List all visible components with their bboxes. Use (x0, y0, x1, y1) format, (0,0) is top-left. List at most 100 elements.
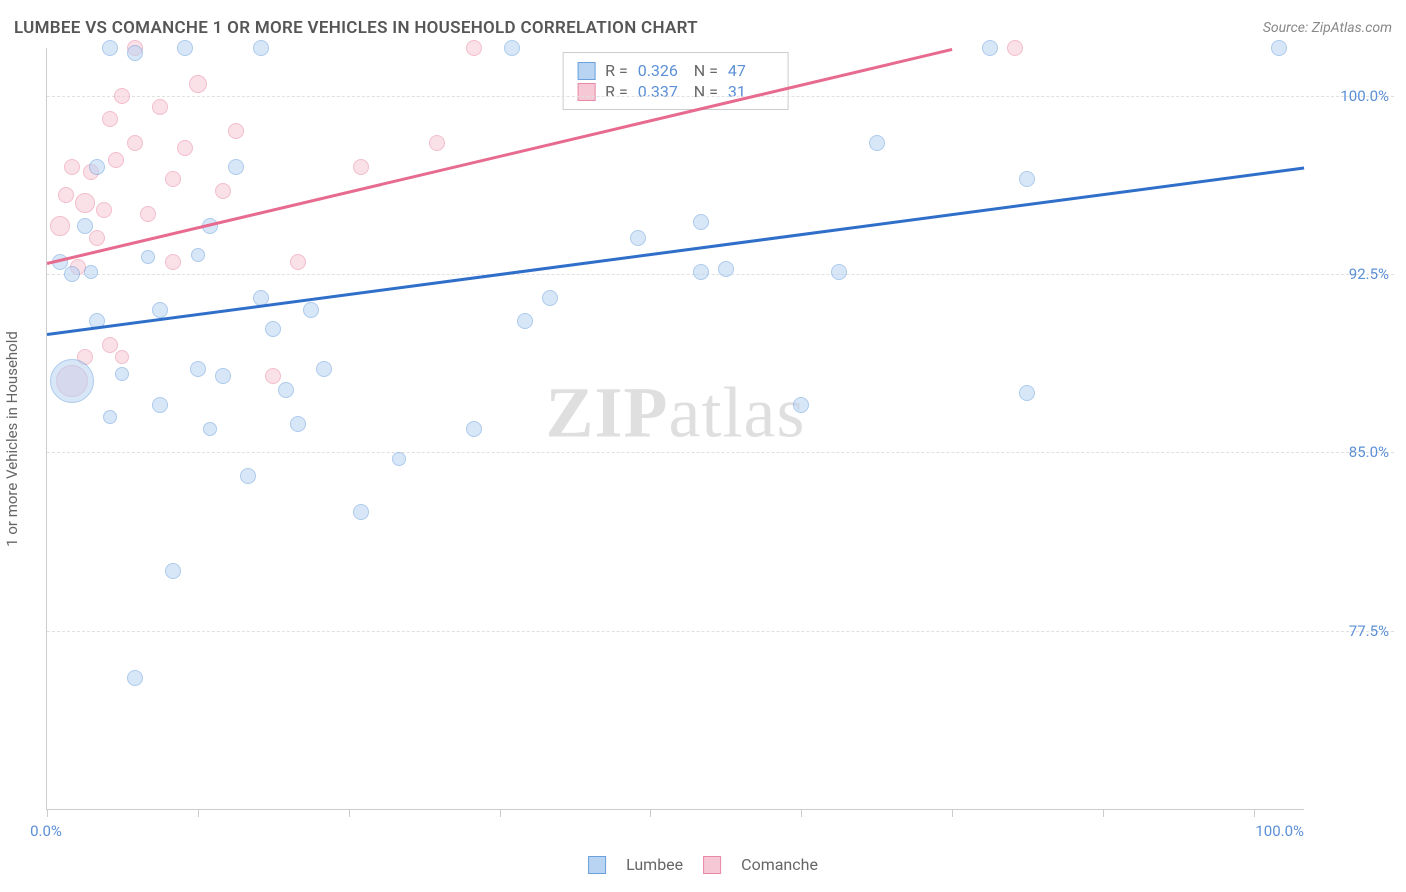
lumbee-point (265, 321, 281, 337)
lumbee-point (141, 250, 155, 264)
lumbee-point (517, 313, 533, 329)
lumbee-point (127, 670, 143, 686)
plot-area: ZIPatlas R = 0.326 N = 47 R = 0.337 N = … (46, 48, 1304, 810)
lumbee-point (466, 421, 482, 437)
y-tick-label: 77.5% (1319, 622, 1389, 640)
r-label: R = (605, 82, 628, 101)
comanche-point (114, 88, 130, 104)
x-axis-max-label: 100.0% (1255, 822, 1304, 840)
comanche-point (290, 254, 306, 270)
r-value-lumbee: 0.326 (638, 61, 684, 80)
lumbee-point (504, 40, 520, 56)
lumbee-point (190, 361, 206, 377)
lumbee-point (203, 422, 217, 436)
trendline (47, 167, 1304, 336)
comanche-point (165, 254, 181, 270)
watermark-light: atlas (669, 373, 806, 453)
r-value-comanche: 0.337 (638, 82, 684, 101)
comanche-point (102, 111, 118, 127)
lumbee-point (542, 290, 558, 306)
watermark-bold: ZIP (546, 373, 669, 453)
comanche-legend-label: Comanche (741, 855, 818, 874)
lumbee-point (215, 368, 231, 384)
comanche-point (115, 350, 129, 364)
lumbee-legend-swatch (588, 856, 606, 874)
lumbee-point (115, 367, 129, 381)
x-tick (198, 809, 199, 817)
lumbee-point (316, 361, 332, 377)
comanche-point (177, 140, 193, 156)
lumbee-point (50, 359, 94, 403)
gridline (47, 631, 1394, 632)
y-tick-label: 85.0% (1319, 443, 1389, 461)
lumbee-point (1019, 171, 1035, 187)
lumbee-point (253, 40, 269, 56)
comanche-point (96, 202, 112, 218)
lumbee-point (353, 504, 369, 520)
lumbee-point (693, 264, 709, 280)
comanche-point (1007, 40, 1023, 56)
comanche-point (265, 368, 281, 384)
lumbee-point (228, 159, 244, 175)
lumbee-point (278, 382, 294, 398)
x-tick (349, 809, 350, 817)
comanche-point (429, 135, 445, 151)
lumbee-legend-label: Lumbee (626, 855, 683, 874)
n-label: N = (694, 61, 718, 80)
lumbee-point (103, 410, 117, 424)
x-tick (47, 809, 48, 817)
lumbee-point (102, 40, 118, 56)
lumbee-point (152, 302, 168, 318)
lumbee-point (165, 563, 181, 579)
r-label: R = (605, 61, 628, 80)
lumbee-point (1271, 40, 1287, 56)
comanche-point (75, 193, 95, 213)
x-tick (650, 809, 651, 817)
lumbee-point (290, 416, 306, 432)
comanche-point (215, 183, 231, 199)
y-tick-label: 92.5% (1319, 265, 1389, 283)
comanche-point (89, 230, 105, 246)
lumbee-point (152, 397, 168, 413)
y-axis-title: 1 or more Vehicles in Household (3, 331, 21, 547)
lumbee-point (127, 45, 143, 61)
n-value-lumbee: 47 (728, 61, 774, 80)
lumbee-point (64, 266, 80, 282)
x-tick (500, 809, 501, 817)
chart-title: LUMBEE VS COMANCHE 1 OR MORE VEHICLES IN… (14, 18, 698, 38)
comanche-point (228, 123, 244, 139)
comanche-point (58, 187, 74, 203)
x-tick (801, 809, 802, 817)
lumbee-swatch (577, 62, 595, 80)
comanche-point (152, 99, 168, 115)
comanche-point (102, 337, 118, 353)
lumbee-point (1019, 385, 1035, 401)
comanche-swatch (577, 83, 595, 101)
lumbee-point (793, 397, 809, 413)
comanche-point (50, 216, 70, 236)
lumbee-point (693, 214, 709, 230)
lumbee-point (630, 230, 646, 246)
gridline (47, 452, 1394, 453)
comanche-legend-swatch (703, 856, 721, 874)
watermark: ZIPatlas (546, 372, 806, 455)
lumbee-point (89, 159, 105, 175)
lumbee-point (240, 468, 256, 484)
lumbee-point (982, 40, 998, 56)
lumbee-point (392, 452, 406, 466)
lumbee-point (303, 302, 319, 318)
bottom-legend: Lumbee Comanche (588, 855, 818, 874)
stats-legend-box: R = 0.326 N = 47 R = 0.337 N = 31 (562, 52, 789, 110)
comanche-point (127, 135, 143, 151)
x-axis-min-label: 0.0% (30, 822, 62, 840)
comanche-point (165, 171, 181, 187)
comanche-point (189, 75, 207, 93)
n-label: N = (694, 82, 718, 101)
y-tick-label: 100.0% (1319, 87, 1389, 105)
stats-row-lumbee: R = 0.326 N = 47 (577, 61, 774, 80)
x-tick (952, 809, 953, 817)
gridline (47, 96, 1394, 97)
lumbee-point (177, 40, 193, 56)
comanche-point (353, 159, 369, 175)
source-attribution: Source: ZipAtlas.com (1263, 20, 1392, 36)
